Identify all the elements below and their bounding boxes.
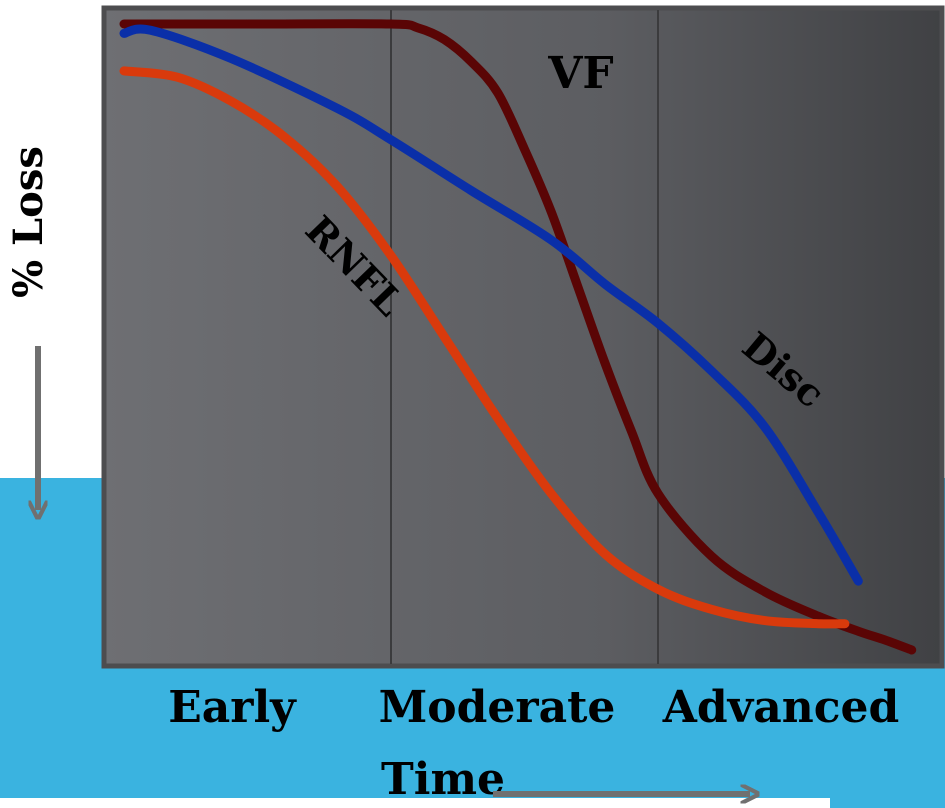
- stage-label-moderate: Moderate: [379, 682, 616, 733]
- plot-area: [104, 8, 942, 666]
- series-label-vf: VF: [547, 48, 613, 99]
- y-axis-label: % Loss: [5, 146, 52, 298]
- stage-label-advanced: Advanced: [662, 682, 900, 733]
- stage-label-early: Early: [168, 682, 297, 733]
- x-axis-label: Time: [381, 754, 505, 805]
